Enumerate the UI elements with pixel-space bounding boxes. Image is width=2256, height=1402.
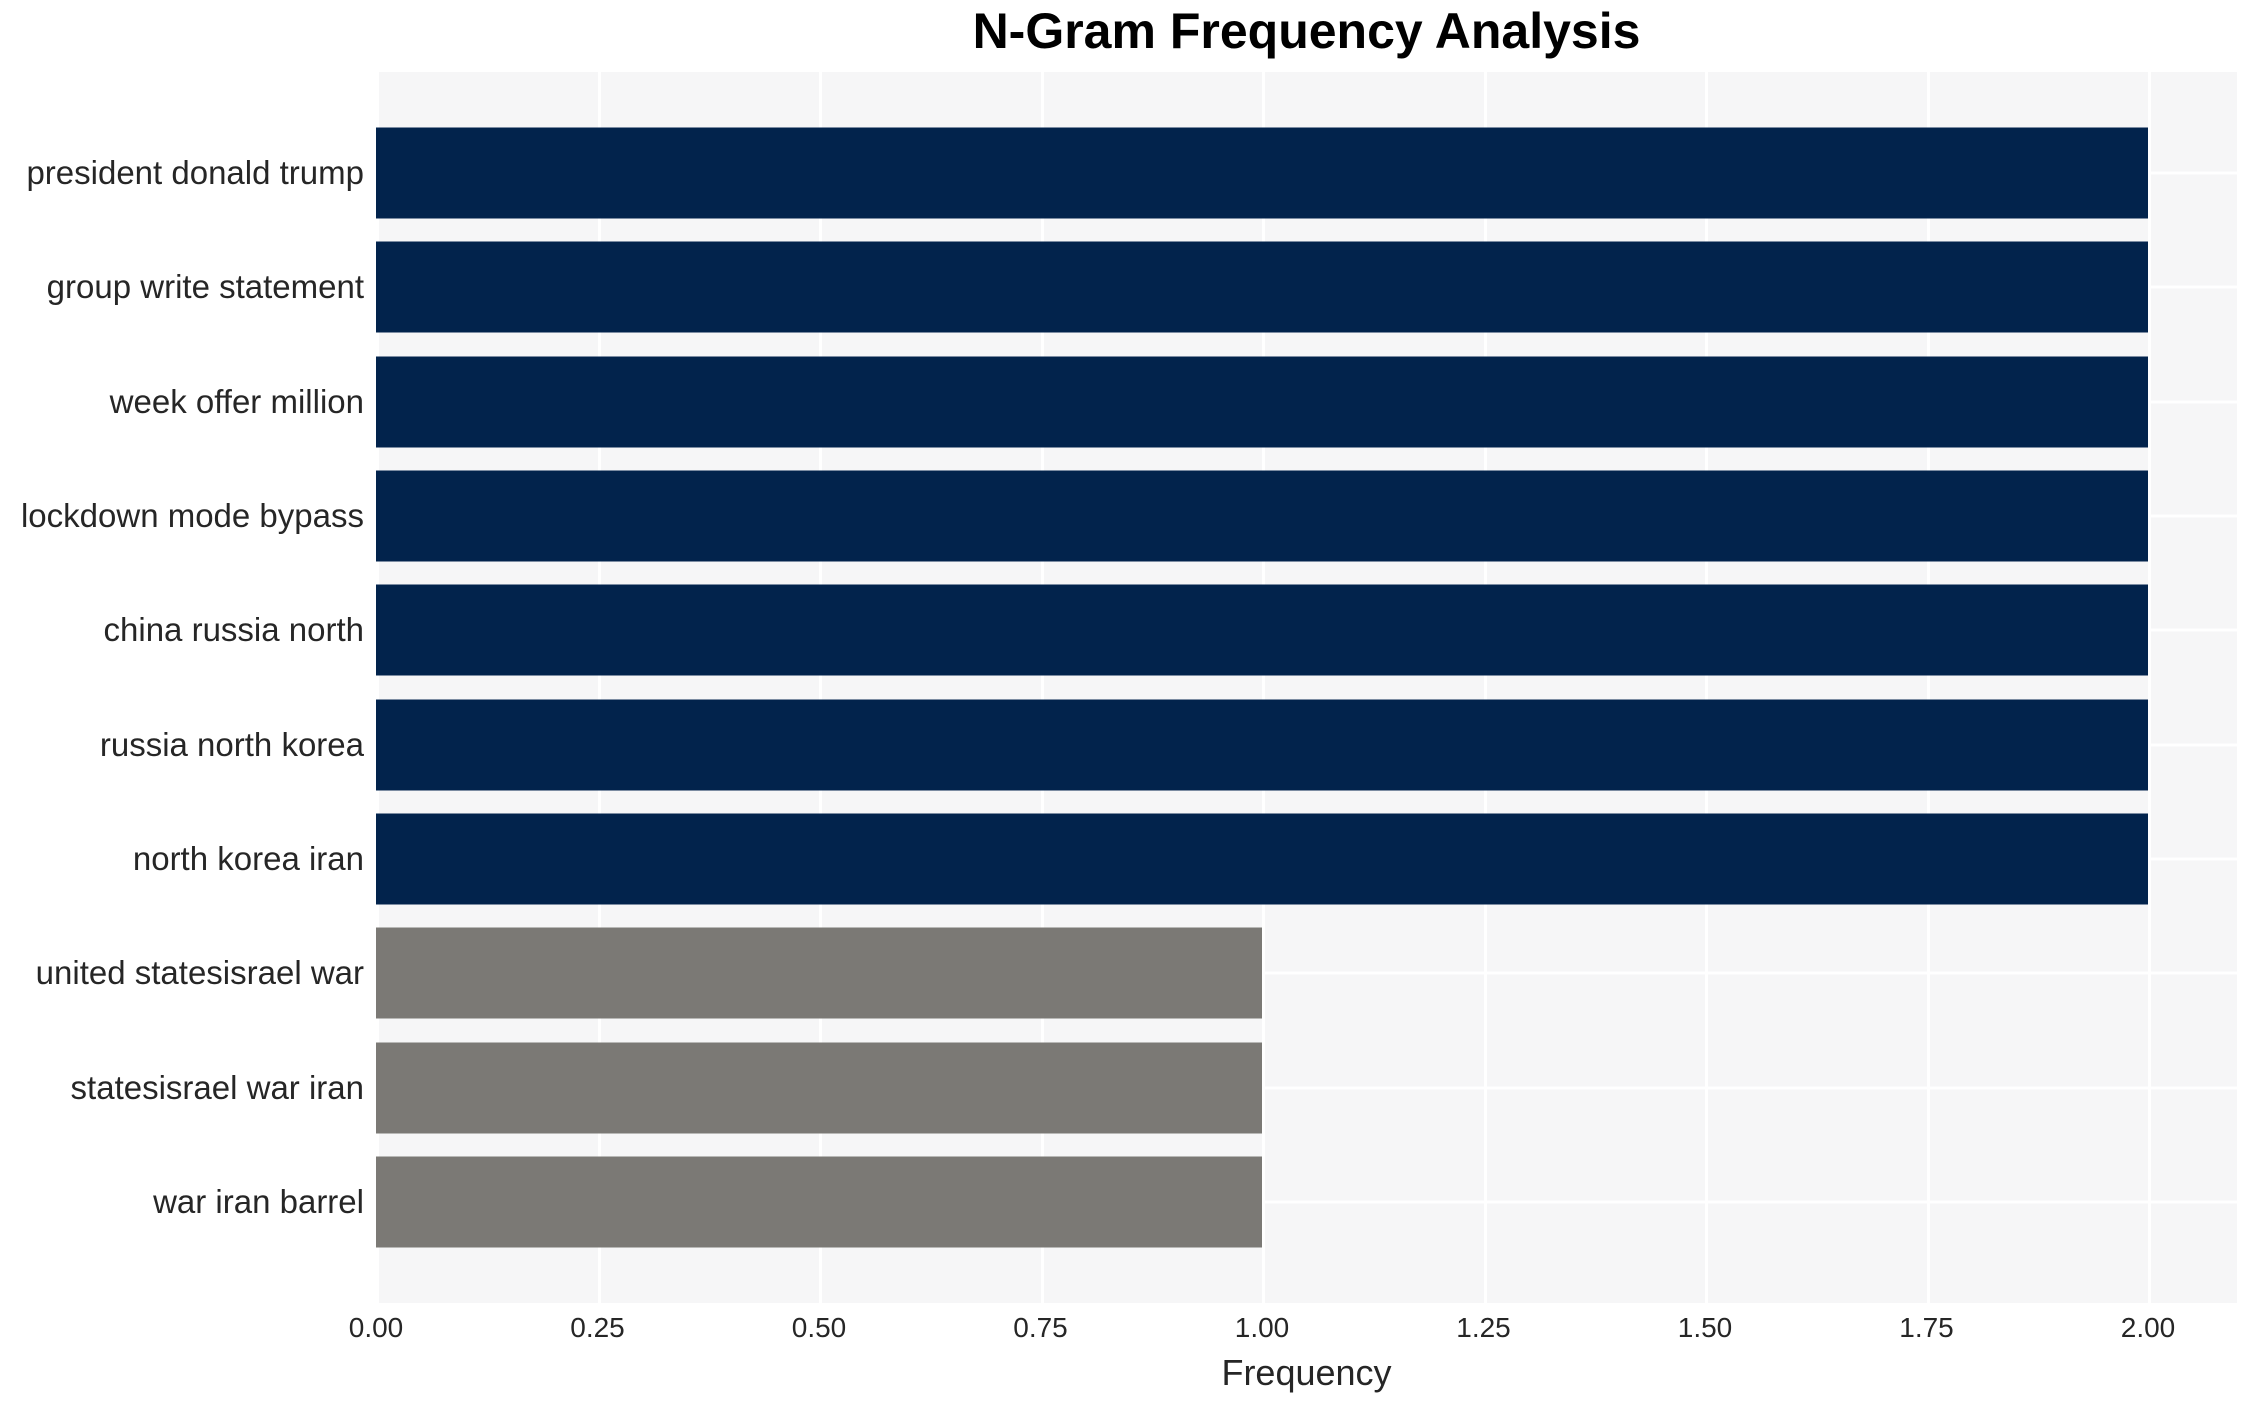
x-axis-ticks: 0.00 0.25 0.50 0.75 1.00 1.25 1.50 1.75 2.00 xyxy=(349,1312,2237,1350)
plot-area xyxy=(376,72,2237,1303)
y-gridline xyxy=(376,1086,2237,1090)
x-tick-label: 2.00 xyxy=(2120,1312,2176,1343)
bar-row xyxy=(376,459,2237,573)
bar xyxy=(376,927,1262,1019)
y-tick-label: statesisrael war iran xyxy=(70,1068,364,1106)
x-gridline xyxy=(1705,72,1708,1303)
x-gridline xyxy=(376,72,379,1303)
bar xyxy=(376,356,2148,448)
x-tick-label: 0.25 xyxy=(570,1312,625,1343)
x-tick-label: 1.25 xyxy=(1456,1312,1511,1343)
y-gridline xyxy=(376,1200,2237,1204)
bar xyxy=(376,1042,1262,1134)
x-gridline xyxy=(2148,72,2151,1303)
bar xyxy=(376,699,2148,791)
bar-row xyxy=(376,802,2237,916)
y-tick-label: united statesisrael war xyxy=(35,954,364,992)
y-tick-label: china russia north xyxy=(103,611,364,649)
bar xyxy=(376,127,2148,219)
x-tick-label: 1.00 xyxy=(1234,1312,1290,1343)
y-tick-label: war iran barrel xyxy=(153,1182,364,1220)
y-tick-label: lockdown mode bypass xyxy=(20,497,364,535)
bar xyxy=(376,584,2148,676)
y-tick-label: week offer million xyxy=(109,382,364,420)
x-gridline xyxy=(1926,72,1930,1303)
y-tick-label: group write statement xyxy=(46,268,364,306)
x-tick-label: 1.75 xyxy=(1899,1312,1954,1343)
bar-row xyxy=(376,573,2237,687)
x-tick-label: 1.50 xyxy=(1677,1312,1733,1343)
bar-row xyxy=(376,345,2237,459)
x-tick-label: 0.75 xyxy=(1013,1312,1068,1343)
y-gridline xyxy=(376,971,2237,975)
y-tick-label: president donald trump xyxy=(26,154,364,192)
bar xyxy=(376,241,2148,333)
x-gridline xyxy=(1262,72,1265,1303)
y-tick-label: russia north korea xyxy=(99,725,364,763)
bar-row xyxy=(376,687,2237,801)
x-tick-label: 0.00 xyxy=(348,1312,404,1343)
bar-row xyxy=(376,1145,2237,1259)
y-tick-label: north korea iran xyxy=(132,839,364,877)
x-axis-label: Frequency xyxy=(1221,1352,1392,1393)
y-axis-labels: president donald trump group write statem… xyxy=(0,72,364,1303)
x-tick-label: 0.50 xyxy=(791,1312,847,1343)
x-gridline xyxy=(819,72,822,1303)
bar xyxy=(376,1156,1262,1248)
x-gridline xyxy=(1483,72,1487,1303)
bar xyxy=(376,470,2148,562)
bar xyxy=(376,813,2148,905)
bar-row xyxy=(376,230,2237,344)
x-gridline xyxy=(597,72,601,1303)
bar-row xyxy=(376,116,2237,230)
chart-title: N-Gram Frequency Analysis xyxy=(972,3,1641,59)
bar-row xyxy=(376,916,2237,1030)
bar-row xyxy=(376,1030,2237,1144)
x-gridline xyxy=(1040,72,1044,1303)
